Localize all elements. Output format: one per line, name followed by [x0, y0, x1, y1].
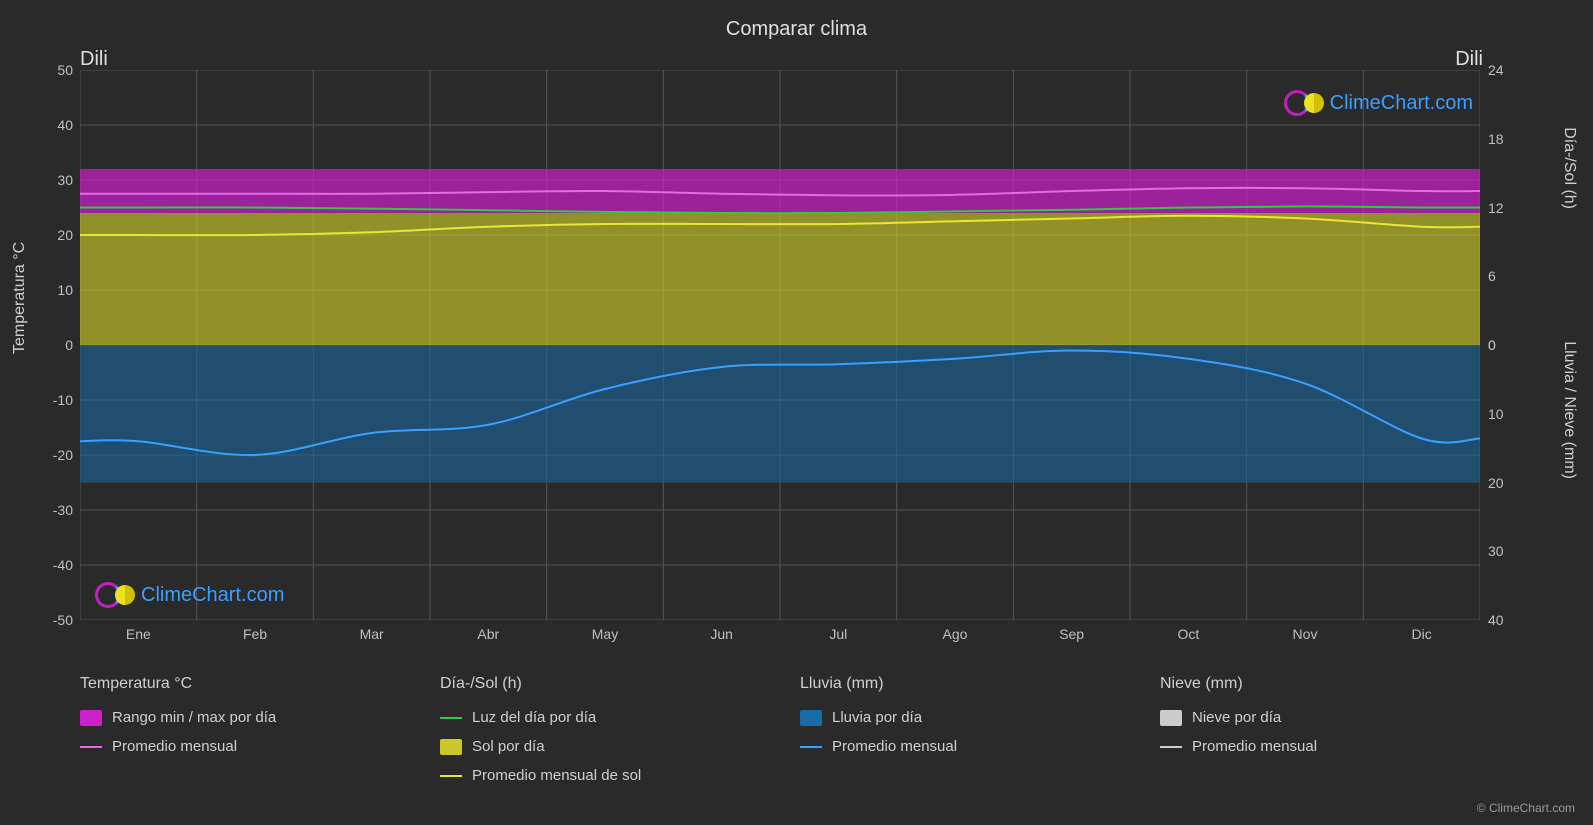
legend-column: Temperatura °C Rango min / max por día Pro… — [80, 675, 400, 784]
tick-label: 20 — [23, 227, 73, 243]
y-axis-right-label-1: Día-/Sol (h) — [1560, 127, 1578, 209]
legend-swatch — [440, 739, 462, 755]
legend-label: Sol por día — [472, 738, 545, 755]
tick-label: Ago — [925, 626, 985, 642]
legend-item: Nieve por día — [1160, 709, 1480, 726]
legend-item: Promedio mensual — [1160, 738, 1480, 755]
legend-label: Lluvia por día — [832, 709, 922, 726]
legend-swatch — [440, 717, 462, 719]
tick-label: 0 — [23, 337, 73, 353]
tick-label: 40 — [1488, 612, 1528, 628]
copyright: © ClimeChart.com — [1477, 801, 1575, 815]
logo-sun-icon — [1304, 93, 1324, 113]
legend-swatch — [440, 775, 462, 777]
legend: Temperatura °C Rango min / max por día Pro… — [80, 675, 1480, 784]
logo-sun-icon — [115, 585, 135, 605]
city-label-right: Dili — [1455, 48, 1483, 71]
tick-label: 10 — [1488, 406, 1528, 422]
tick-label: -20 — [23, 447, 73, 463]
tick-label: 30 — [1488, 543, 1528, 559]
tick-label: 12 — [1488, 200, 1528, 216]
legend-swatch — [1160, 746, 1182, 748]
legend-label: Promedio mensual — [1192, 738, 1317, 755]
legend-column: Día-/Sol (h) Luz del día por día Sol por d… — [440, 675, 760, 784]
legend-item: Sol por día — [440, 738, 760, 755]
tick-label: Oct — [1158, 626, 1218, 642]
plot-svg — [80, 70, 1480, 620]
tick-label: 40 — [23, 117, 73, 133]
tick-label: -50 — [23, 612, 73, 628]
tick-label: May — [575, 626, 635, 642]
tick-label: -40 — [23, 557, 73, 573]
chart-title: Comparar clima — [0, 0, 1593, 41]
legend-header: Temperatura °C — [80, 675, 400, 693]
legend-item: Lluvia por día — [800, 709, 1120, 726]
tick-label: Sep — [1042, 626, 1102, 642]
legend-column: Nieve (mm) Nieve por día Promedio mensual — [1160, 675, 1480, 784]
legend-label: Promedio mensual — [112, 738, 237, 755]
tick-label: Jul — [808, 626, 868, 642]
tick-label: 50 — [23, 62, 73, 78]
legend-swatch — [800, 746, 822, 748]
tick-label: Nov — [1275, 626, 1335, 642]
legend-label: Nieve por día — [1192, 709, 1281, 726]
tick-label: -30 — [23, 502, 73, 518]
tick-label: 18 — [1488, 131, 1528, 147]
legend-item: Promedio mensual de sol — [440, 767, 760, 784]
tick-label: 10 — [23, 282, 73, 298]
city-label-left: Dili — [80, 48, 108, 71]
legend-header: Nieve (mm) — [1160, 675, 1480, 693]
legend-label: Promedio mensual de sol — [472, 767, 641, 784]
legend-header: Día-/Sol (h) — [440, 675, 760, 693]
tick-label: 0 — [1488, 337, 1528, 353]
legend-label: Promedio mensual — [832, 738, 957, 755]
tick-label: Jun — [692, 626, 752, 642]
watermark-text: ClimeChart.com — [141, 584, 284, 607]
climate-chart: Comparar clima Dili Dili Temperatura °C … — [0, 0, 1593, 825]
tick-label: Feb — [225, 626, 285, 642]
tick-label: -10 — [23, 392, 73, 408]
tick-label: Dic — [1392, 626, 1452, 642]
legend-label: Rango min / max por día — [112, 709, 276, 726]
y-axis-right-label-2: Lluvia / Nieve (mm) — [1560, 341, 1578, 479]
tick-label: Abr — [458, 626, 518, 642]
legend-item: Luz del día por día — [440, 709, 760, 726]
tick-label: Mar — [342, 626, 402, 642]
legend-column: Lluvia (mm) Lluvia por día Promedio mensua… — [800, 675, 1120, 784]
watermark-text: ClimeChart.com — [1330, 92, 1473, 115]
legend-item: Promedio mensual — [80, 738, 400, 755]
tick-label: 20 — [1488, 475, 1528, 491]
watermark-bottom: ClimeChart.com — [95, 582, 284, 608]
tick-label: 24 — [1488, 62, 1528, 78]
tick-label: 30 — [23, 172, 73, 188]
legend-header: Lluvia (mm) — [800, 675, 1120, 693]
legend-swatch — [800, 710, 822, 726]
tick-label: Ene — [108, 626, 168, 642]
legend-item: Promedio mensual — [800, 738, 1120, 755]
watermark-top: ClimeChart.com — [1284, 90, 1473, 116]
legend-swatch — [80, 746, 102, 748]
legend-swatch — [80, 710, 102, 726]
legend-label: Luz del día por día — [472, 709, 596, 726]
legend-swatch — [1160, 710, 1182, 726]
tick-label: 6 — [1488, 268, 1528, 284]
legend-item: Rango min / max por día — [80, 709, 400, 726]
